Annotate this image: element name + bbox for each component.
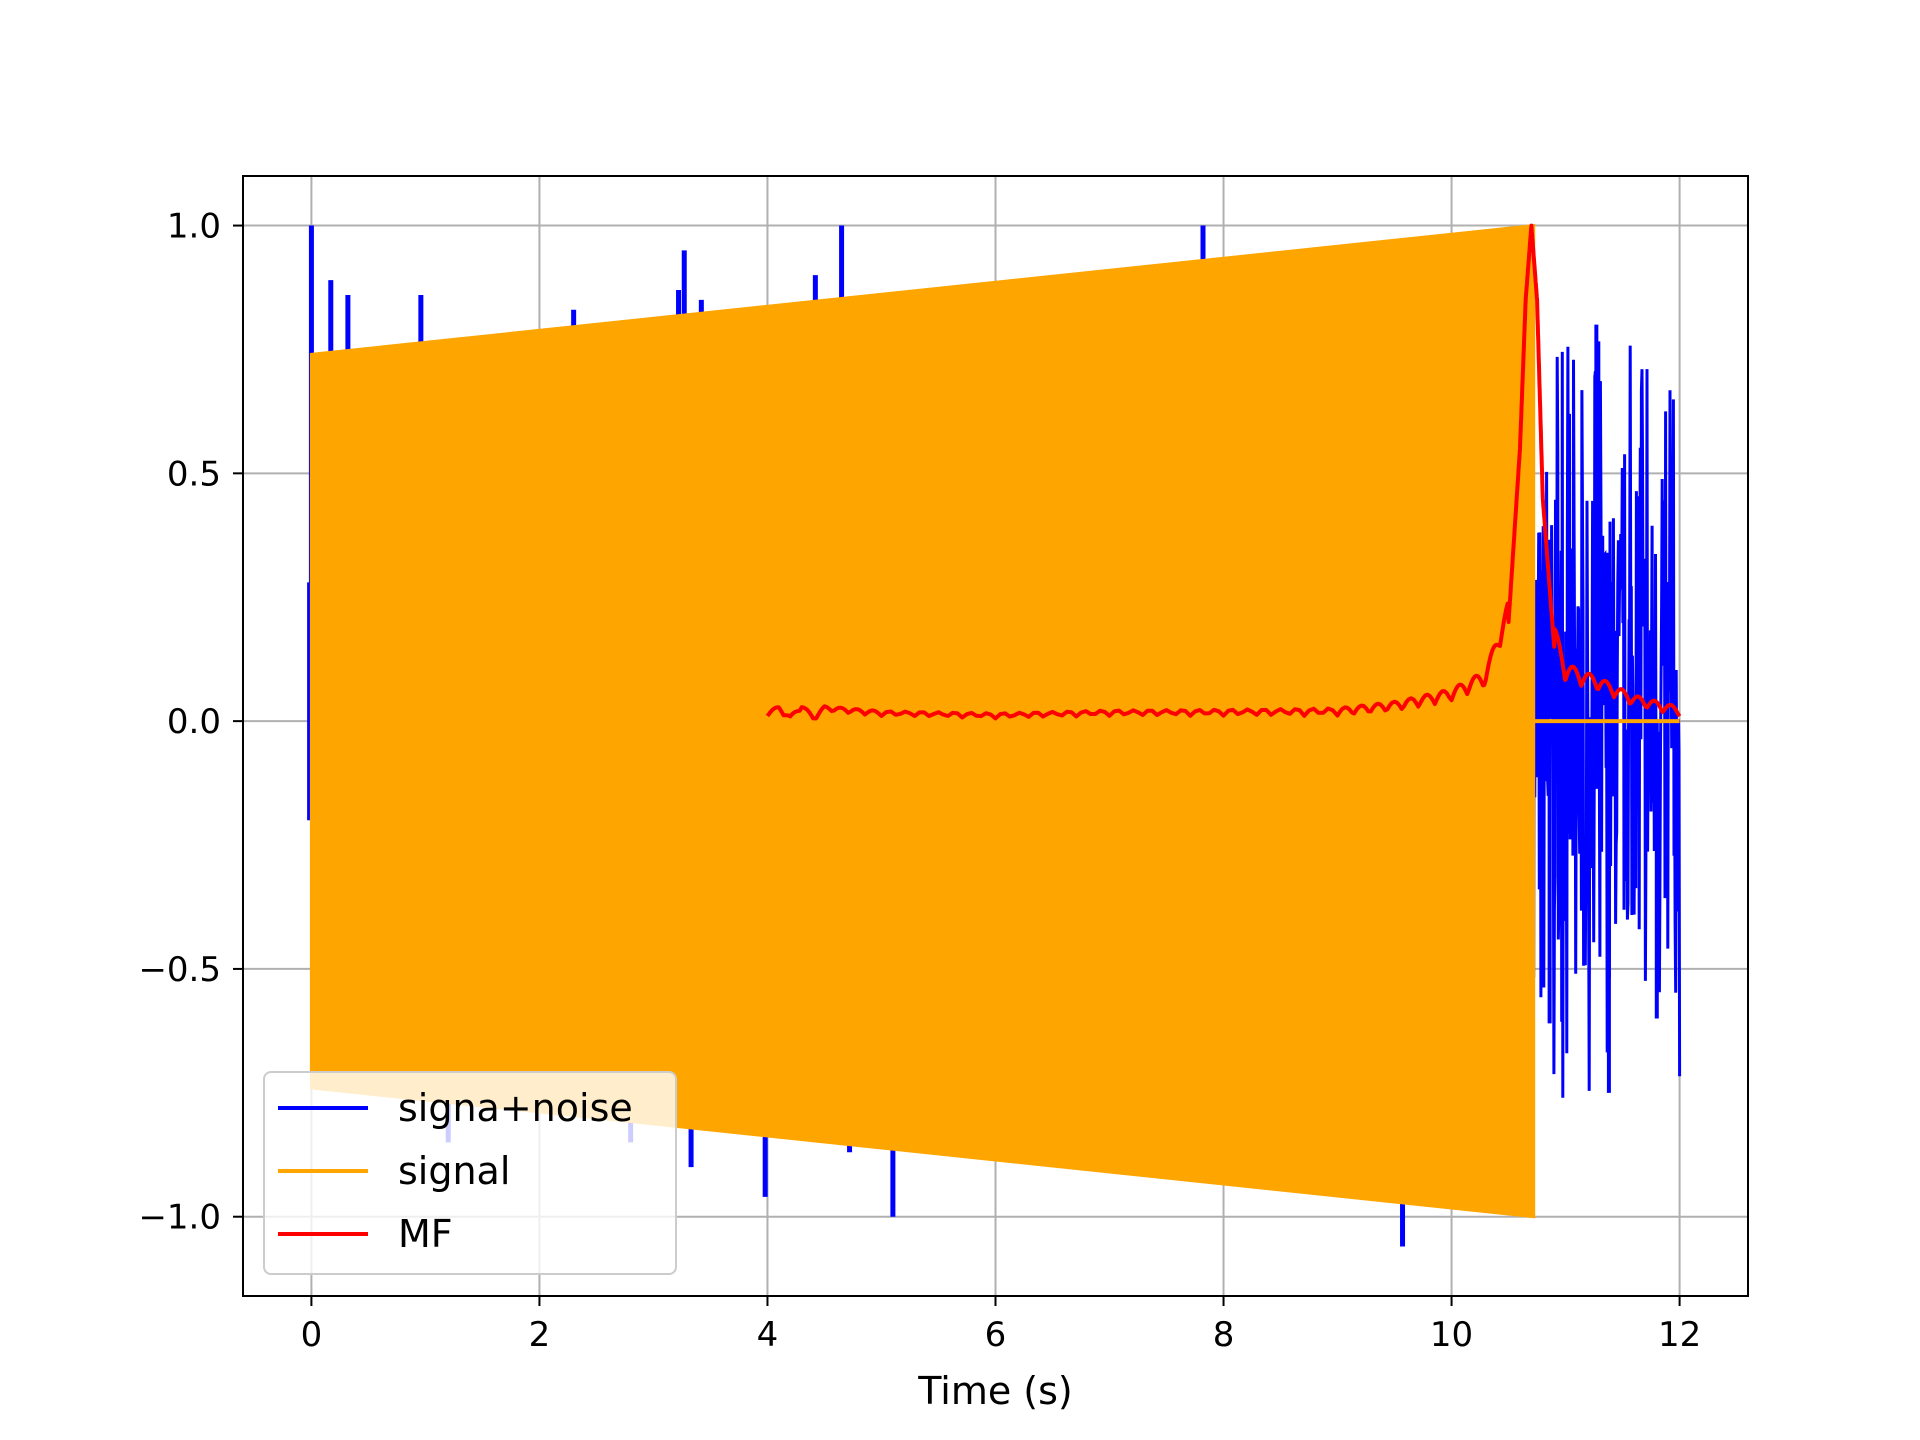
x-tick-label: 6 [985,1315,1007,1355]
x-tick-label: 10 [1430,1315,1473,1355]
signal-envelope [309,223,1536,1219]
legend-label-mf: MF [398,1212,453,1256]
axis-ticks: 0 2 4 6 8 10 12 1.0 0.5 0.0 −0.5 −1.0 [138,207,1701,1355]
y-tick-label: 1.0 [167,207,221,247]
x-tick-label: 4 [757,1315,779,1355]
series-signal [309,223,1680,1219]
legend-box [263,1071,677,1275]
y-tick-label: −0.5 [138,950,221,990]
y-tick-label: 0.5 [167,454,221,494]
legend: signa+noise signal MF [263,1071,677,1275]
y-tick-label: 0.0 [167,702,221,742]
legend-label-signa-noise: signa+noise [398,1086,633,1130]
series-mf [765,223,1682,721]
x-tick-label: 8 [1213,1315,1235,1355]
mf-line [765,223,1682,721]
x-tick-label: 12 [1658,1315,1701,1355]
x-tick-label: 0 [301,1315,323,1355]
x-axis-label: Time (s) [917,1369,1073,1413]
x-tick-label: 2 [529,1315,551,1355]
legend-label-signal: signal [398,1149,510,1193]
y-tick-label: −1.0 [138,1198,221,1238]
